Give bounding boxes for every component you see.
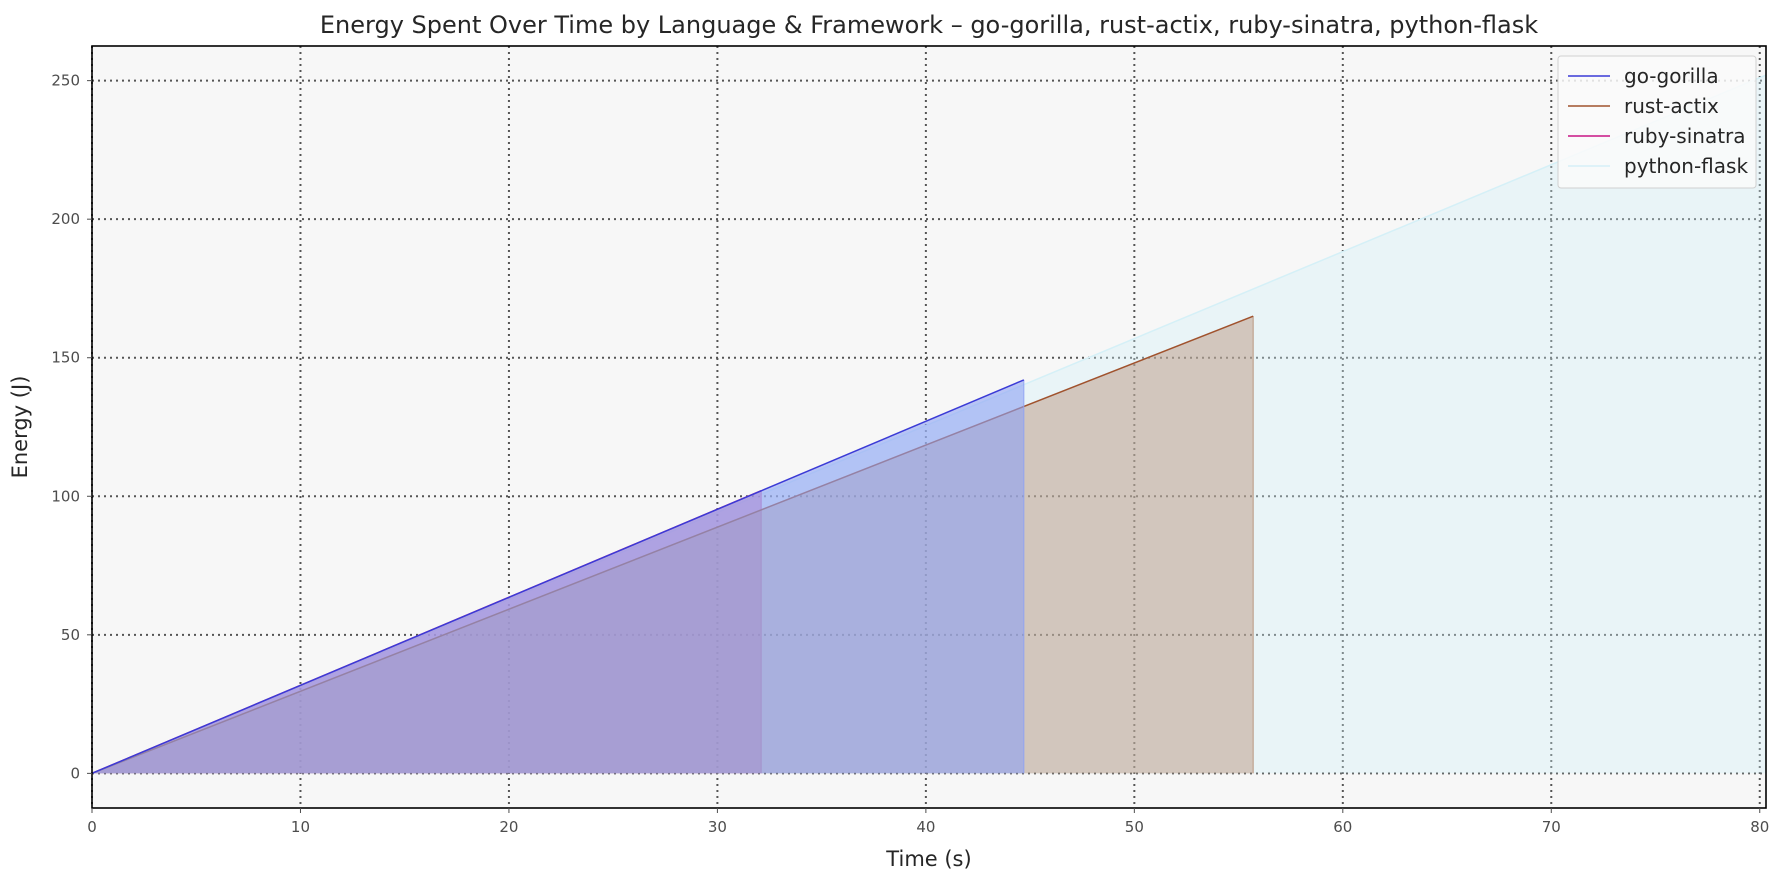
- series-line-go-gorilla: [91, 379, 1025, 775]
- y-tick-label: 0: [70, 764, 80, 782]
- legend: go-gorilla rust-actix ruby-sinatra python-f…: [1557, 55, 1757, 189]
- legend-items: go-gorilla rust-actix ruby-sinatra python-f…: [1568, 64, 1748, 178]
- x-tick-label: 40: [916, 818, 935, 836]
- x-tick-label: 10: [291, 818, 310, 836]
- tick-layer: 0 10 20 30 40 50 60 70 80 0 50 100 150 200 250: [51, 72, 1769, 836]
- plot-frame: [91, 45, 1767, 809]
- chart-title: Energy Spent Over Time by Language & Fra…: [320, 11, 1538, 39]
- y-tick-label: 50: [61, 626, 80, 644]
- x-tick-label: 20: [499, 818, 518, 836]
- legend-label-python-flask: python-flask: [1624, 154, 1748, 178]
- x-tick-label: 50: [1125, 818, 1144, 836]
- legend-label-rust-actix: rust-actix: [1624, 94, 1719, 118]
- series-layer: [91, 74, 1767, 775]
- y-tick-label: 250: [51, 72, 80, 90]
- y-tick-label: 200: [51, 210, 80, 228]
- x-axis-label: Time (s): [885, 847, 971, 871]
- y-axis-label: Energy (J): [8, 376, 32, 479]
- legend-label-go-gorilla: go-gorilla: [1624, 64, 1719, 88]
- y-tick-label: 100: [51, 487, 80, 505]
- y-tick-label: 150: [51, 349, 80, 367]
- x-tick-label: 30: [708, 818, 727, 836]
- legend-box: [1557, 55, 1757, 189]
- x-tick-label: 70: [1542, 818, 1561, 836]
- x-tick-label: 60: [1333, 818, 1352, 836]
- x-tick-label: 0: [87, 818, 97, 836]
- x-tick-label: 80: [1750, 818, 1769, 836]
- legend-label-ruby-sinatra: ruby-sinatra: [1624, 124, 1746, 148]
